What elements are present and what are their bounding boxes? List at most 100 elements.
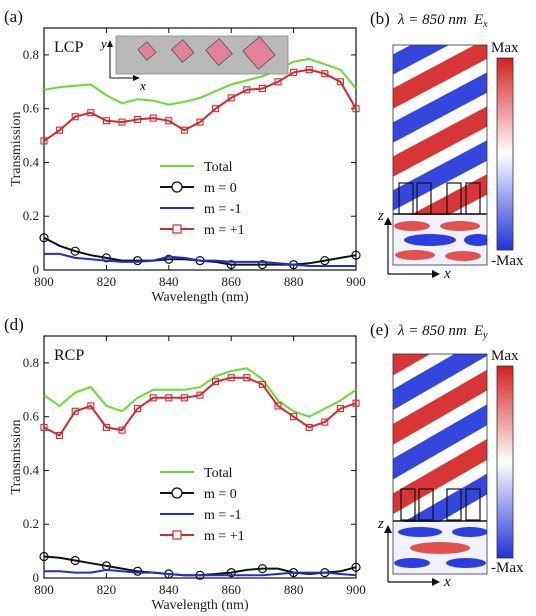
legend-marker — [172, 530, 182, 540]
data-point — [165, 394, 173, 402]
colorbar-min-label: -Max — [491, 253, 524, 269]
data-point — [274, 402, 282, 410]
data-point — [352, 105, 360, 113]
data-point — [305, 423, 313, 431]
data-point — [290, 413, 298, 421]
z-axis-label: z — [377, 516, 384, 532]
field-map-ey: (e) λ = 850 nm Ey — [370, 320, 524, 590]
x-tick-label: 880 — [284, 582, 304, 597]
data-point — [70, 246, 80, 256]
y-tick-label: 0.6 — [23, 409, 40, 424]
series-line-3 — [43, 376, 357, 437]
y-tick-label: 0.8 — [23, 47, 39, 62]
data-point — [290, 68, 298, 76]
panel-label-e: (e) — [370, 320, 389, 339]
data-point — [165, 117, 173, 125]
data-point — [56, 126, 64, 134]
legend-label: m = 0 — [204, 181, 237, 196]
nanofin — [205, 37, 233, 67]
y-tick-label: 0.4 — [23, 462, 40, 477]
plot-frame — [43, 335, 357, 579]
series-line-2 — [44, 568, 357, 577]
x-axis-label: x — [443, 574, 451, 590]
data-point — [40, 423, 48, 431]
y-axis-label: Transmission — [9, 420, 24, 495]
series-line-2 — [44, 252, 356, 267]
data-point — [134, 115, 142, 123]
data-point — [227, 94, 235, 102]
legend-marker — [171, 181, 183, 193]
data-point — [71, 113, 79, 121]
legend-label: m = 0 — [204, 487, 237, 502]
polarization-label: RCP — [54, 347, 84, 364]
data-point — [274, 78, 282, 86]
data-point — [320, 255, 330, 266]
inset-y-arrow-icon — [107, 40, 113, 47]
data-point — [351, 562, 361, 572]
chart-lcp-transmission: (a) LCP Transmission Wavelength (nm) 800… — [4, 7, 366, 305]
metasurface-inset: y x — [99, 35, 289, 93]
inset-x-label: x — [139, 78, 146, 93]
legend-label: m = +1 — [204, 223, 245, 238]
legend-label: m = -1 — [204, 202, 241, 217]
colorbar-max-label: Max — [491, 348, 519, 364]
y-axis-label: Transmission — [9, 112, 24, 187]
y-tick-label: 0.6 — [23, 101, 40, 116]
x-tick-label: 860 — [221, 582, 241, 597]
y-tick-label: 0.4 — [23, 154, 40, 169]
data-point — [87, 109, 95, 117]
x-tick-label: 800 — [34, 582, 54, 597]
legend-marker — [171, 487, 183, 499]
y-tick-label: 0.2 — [23, 516, 39, 531]
inset-y-label: y — [99, 36, 107, 51]
data-point — [56, 431, 64, 440]
y-tick-label: 0 — [33, 262, 40, 277]
x-axis-label: Wavelength (nm) — [151, 290, 249, 305]
x-tick-label: 900 — [346, 274, 366, 289]
data-point — [118, 118, 126, 126]
colorbar — [496, 365, 514, 559]
field-map-frame — [392, 44, 488, 266]
series-line-0 — [43, 57, 357, 106]
data-point — [164, 254, 174, 264]
data-point — [243, 374, 251, 382]
data-point — [71, 407, 79, 415]
data-point — [39, 551, 49, 562]
panel-label-d: (d) — [4, 315, 24, 334]
data-point — [226, 260, 236, 270]
data-point — [87, 402, 95, 410]
data-point — [180, 126, 188, 134]
nanofin — [137, 41, 157, 61]
data-point — [321, 70, 329, 78]
data-point — [180, 394, 188, 402]
data-point — [39, 233, 49, 243]
colorbar-max-label: Max — [491, 40, 519, 56]
colorbar-min-label: -Max — [491, 560, 524, 576]
data-point — [227, 374, 235, 382]
legend-label: m = +1 — [204, 529, 245, 544]
data-point — [196, 118, 204, 126]
wavelength-label: λ = 850 nm — [397, 12, 467, 28]
x-arrow-icon — [432, 270, 440, 278]
y-tick-label: 0 — [33, 570, 40, 585]
nanofin — [242, 36, 276, 70]
data-point — [226, 568, 236, 578]
series-line-3 — [43, 68, 357, 142]
field-map-frame — [392, 353, 488, 575]
panel-label-a: (a) — [4, 7, 23, 26]
nanofin — [170, 39, 195, 63]
z-axis-label: z — [377, 208, 384, 224]
data-point — [336, 78, 344, 86]
x-tick-label: 800 — [34, 274, 54, 289]
data-point — [101, 253, 112, 263]
x-tick-label: 840 — [159, 582, 179, 597]
x-tick-label: 880 — [284, 274, 304, 289]
data-point — [70, 555, 80, 566]
z-arrow-icon — [384, 525, 392, 533]
data-point — [321, 418, 329, 426]
data-point — [258, 84, 266, 93]
x-axis-label: Wavelength (nm) — [151, 598, 249, 613]
data-point — [212, 378, 220, 386]
legend-label: m = -1 — [204, 508, 241, 523]
colorbar — [496, 57, 514, 251]
